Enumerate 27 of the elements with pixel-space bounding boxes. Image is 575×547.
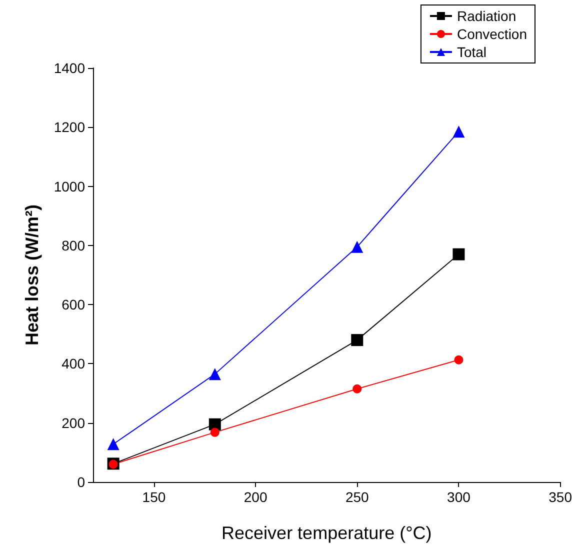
y-tick-label: 1400: [54, 60, 86, 76]
point: [210, 428, 220, 437]
x-axis-title: Receiver temperature (°C): [222, 523, 432, 543]
y-tick-label: 1000: [54, 178, 86, 194]
legend-label: Radiation: [456, 8, 516, 24]
point: [351, 240, 364, 253]
point: [107, 438, 120, 450]
x-tick-label: 350: [548, 489, 572, 505]
y-tick-label: 800: [62, 237, 86, 254]
x-tick-label: 200: [244, 489, 268, 505]
x-tick-label: 300: [447, 489, 471, 505]
point: [352, 384, 362, 394]
y-tick-label: 0: [77, 474, 86, 490]
legend-label: Total: [456, 44, 487, 60]
y-tick-label: 200: [62, 414, 86, 431]
point: [454, 355, 464, 364]
point: [452, 126, 465, 138]
x-tick-label: 250: [345, 489, 370, 505]
y-tick-label: 1200: [54, 119, 86, 136]
y-axis-title: Heat loss (W/m²): [22, 204, 42, 346]
point: [351, 334, 364, 346]
y-tick-label: 600: [62, 296, 86, 313]
x-tick-label: 150: [142, 489, 166, 505]
y-tick-label: 400: [62, 356, 86, 372]
legend-label: Convection: [456, 26, 528, 42]
point: [208, 368, 221, 380]
point: [452, 248, 465, 260]
